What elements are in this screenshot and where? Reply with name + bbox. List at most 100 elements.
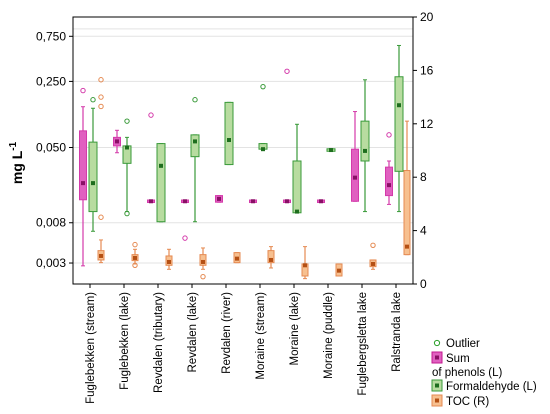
outlier-point <box>182 235 188 241</box>
plot-area-frame <box>72 16 414 285</box>
median-marker <box>285 199 289 204</box>
box <box>156 143 166 223</box>
outlier-point <box>260 83 266 90</box>
left-tick-label: 0,750 <box>36 29 66 43</box>
series-0 <box>79 68 393 267</box>
category-label: Moraine (lake) <box>289 292 301 366</box>
legend: Outlier Sum of phenols (L) Formaldehyde … <box>431 338 537 408</box>
right-tick-label: 20 <box>420 10 434 24</box>
median-marker <box>251 199 255 204</box>
median-marker <box>149 199 153 204</box>
median-marker <box>217 196 221 201</box>
outlier-point <box>370 242 376 248</box>
median-marker <box>201 259 205 264</box>
legend-toc-median <box>435 398 439 403</box>
outlier-point <box>284 68 290 74</box>
category-label: Revdalen (river) <box>221 292 233 374</box>
outlier-point <box>132 262 138 269</box>
outlier-point <box>90 97 96 103</box>
median-marker <box>193 139 197 144</box>
category-label: Revdalen (tributary) <box>153 292 165 393</box>
median-marker <box>261 147 265 152</box>
right-tick-label: 16 <box>420 63 434 77</box>
outlier-point <box>192 97 198 103</box>
outlier-point <box>124 118 130 124</box>
box-series <box>79 44 411 280</box>
median-marker <box>125 145 129 150</box>
box <box>267 250 275 264</box>
category-label: Fuglebergsletta lake <box>357 292 369 396</box>
left-y-axis: 0,003 0,008 0,050 0,250 0,750 <box>36 29 73 270</box>
right-tick-label: 8 <box>420 170 427 184</box>
legend-formaldehyde-label: Formaldehyde (L) <box>446 381 537 393</box>
median-marker <box>159 163 163 168</box>
median-marker <box>405 244 409 249</box>
category-label: Moraine (stream) <box>255 292 267 380</box>
category-label: Fuglebekken (lake) <box>119 292 131 390</box>
category-label: Revdalen (lake) <box>187 292 199 373</box>
median-marker <box>329 148 333 153</box>
outlier-point <box>386 132 392 138</box>
median-marker <box>353 175 357 180</box>
right-tick-label: 0 <box>420 277 427 291</box>
left-tick-label: 0,050 <box>36 140 66 154</box>
box <box>199 254 207 266</box>
median-marker <box>81 181 85 186</box>
right-y-axis: 0 4 8 12 16 20 <box>413 10 434 291</box>
median-marker <box>371 261 375 266</box>
median-marker <box>319 199 323 204</box>
median-marker <box>167 259 171 264</box>
box <box>403 170 411 256</box>
median-marker <box>115 139 119 144</box>
legend-outlier-label: Outlier <box>446 338 480 350</box>
median-marker <box>387 183 391 188</box>
outlier-point <box>98 214 104 220</box>
left-tick-label: 0,250 <box>36 74 66 88</box>
median-marker <box>397 103 401 108</box>
category-label: Fuglebekken (stream) <box>85 292 97 404</box>
right-tick-label: 12 <box>420 117 434 131</box>
outlier-point <box>98 103 104 110</box>
legend-phenols-label-2: of phenols (L) <box>432 367 502 379</box>
box <box>292 160 302 214</box>
left-axis-label-text: mg L-1 <box>8 141 25 184</box>
box <box>385 166 393 197</box>
box <box>224 101 234 166</box>
right-tick-label: 4 <box>420 224 427 238</box>
legend-phenols-label-1: Sum <box>446 353 470 365</box>
median-marker <box>133 255 137 260</box>
median-marker <box>91 181 95 186</box>
median-marker <box>227 138 231 143</box>
box <box>351 148 359 202</box>
series-2 <box>97 77 411 280</box>
legend-outlier-marker <box>433 339 441 347</box>
box <box>190 134 200 158</box>
x-axis: Fuglebekken (stream) Fuglebekken (lake) Re… <box>85 284 403 404</box>
outlier-point <box>98 77 104 83</box>
category-label: Moraine (puddle) <box>323 292 335 379</box>
box <box>79 130 87 201</box>
box <box>394 76 404 172</box>
box <box>88 141 98 213</box>
median-marker <box>295 209 299 214</box>
outlier-point <box>98 94 104 100</box>
left-tick-label: 0,003 <box>36 256 66 270</box>
outlier-point <box>148 112 154 118</box>
median-marker <box>269 257 273 262</box>
box <box>360 120 370 162</box>
category-label: Ralstranda lake <box>391 292 403 372</box>
legend-toc-label: TOC (R) <box>446 396 489 408</box>
legend-phenols-median <box>435 355 439 360</box>
median-marker <box>337 268 341 273</box>
series-1 <box>88 44 404 232</box>
legend-formaldehyde-median <box>435 383 439 388</box>
median-marker <box>235 256 239 261</box>
median-marker <box>303 263 307 268</box>
median-marker <box>363 148 367 153</box>
left-axis-label: mg L-1 <box>8 141 25 184</box>
left-tick-label: 0,008 <box>36 216 66 230</box>
outlier-point <box>132 241 138 248</box>
outlier-point <box>124 210 130 217</box>
outlier-point <box>80 87 86 94</box>
